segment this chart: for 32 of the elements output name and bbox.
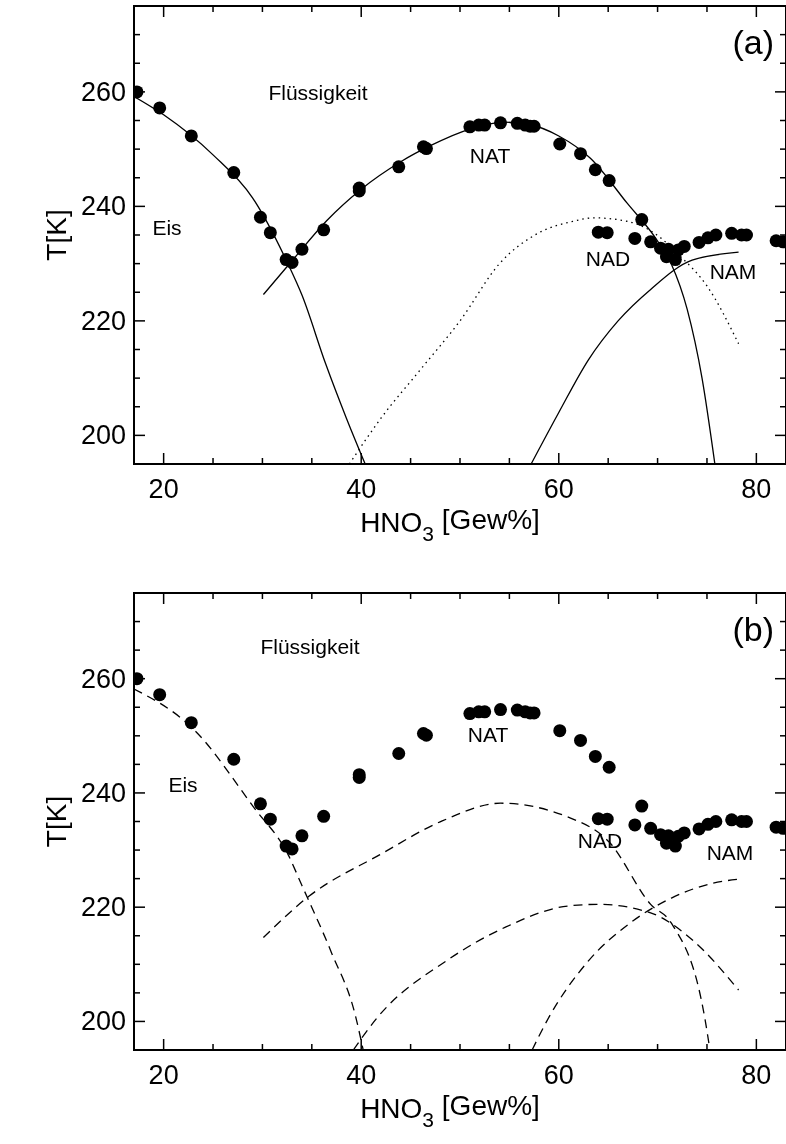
x-tick-label: 40 bbox=[346, 1060, 377, 1090]
x-tick-label: 60 bbox=[543, 1060, 574, 1090]
x-tick-label: 80 bbox=[741, 1060, 772, 1090]
x-axis-title: HNO$_{3}$ [Gew%] bbox=[360, 1089, 540, 1132]
y-tick-label: 240 bbox=[80, 191, 126, 222]
annotation: NAM bbox=[706, 841, 754, 864]
annotation: NAT bbox=[467, 723, 509, 746]
x-tick-label: 20 bbox=[148, 474, 179, 504]
x-axis-title: HNO$_{3}$ [Gew%] bbox=[360, 503, 540, 546]
y-tick-label: 200 bbox=[80, 1006, 126, 1037]
annotation: NAD bbox=[585, 247, 631, 270]
x-tick-label: 40 bbox=[346, 474, 377, 504]
annotation: Flüssigkeit bbox=[268, 81, 368, 104]
y-tick-label: 200 bbox=[80, 420, 126, 451]
text: (b) bbox=[732, 610, 774, 648]
y-axis-title: T[K] bbox=[41, 209, 72, 261]
y-tick-label: 240 bbox=[80, 777, 126, 808]
annotation: Eis bbox=[168, 773, 198, 796]
y-tick-label: 220 bbox=[80, 892, 126, 923]
x-tick-label: 60 bbox=[543, 474, 574, 504]
y-tick-label: 260 bbox=[80, 663, 126, 694]
x-tick-label: 20 bbox=[148, 1060, 179, 1090]
text: (a) bbox=[732, 23, 774, 61]
y-tick-label: 260 bbox=[80, 76, 126, 107]
y-tick-label: 220 bbox=[80, 305, 126, 336]
annotation: Flüssigkeit bbox=[260, 635, 360, 658]
annotation: NAM bbox=[709, 260, 757, 283]
annotation: NAD bbox=[577, 829, 623, 852]
annotation: Eis bbox=[152, 216, 182, 239]
annotation: NAT bbox=[469, 144, 511, 167]
y-axis-title: T[K] bbox=[41, 795, 72, 848]
x-tick-label: 80 bbox=[741, 474, 772, 504]
